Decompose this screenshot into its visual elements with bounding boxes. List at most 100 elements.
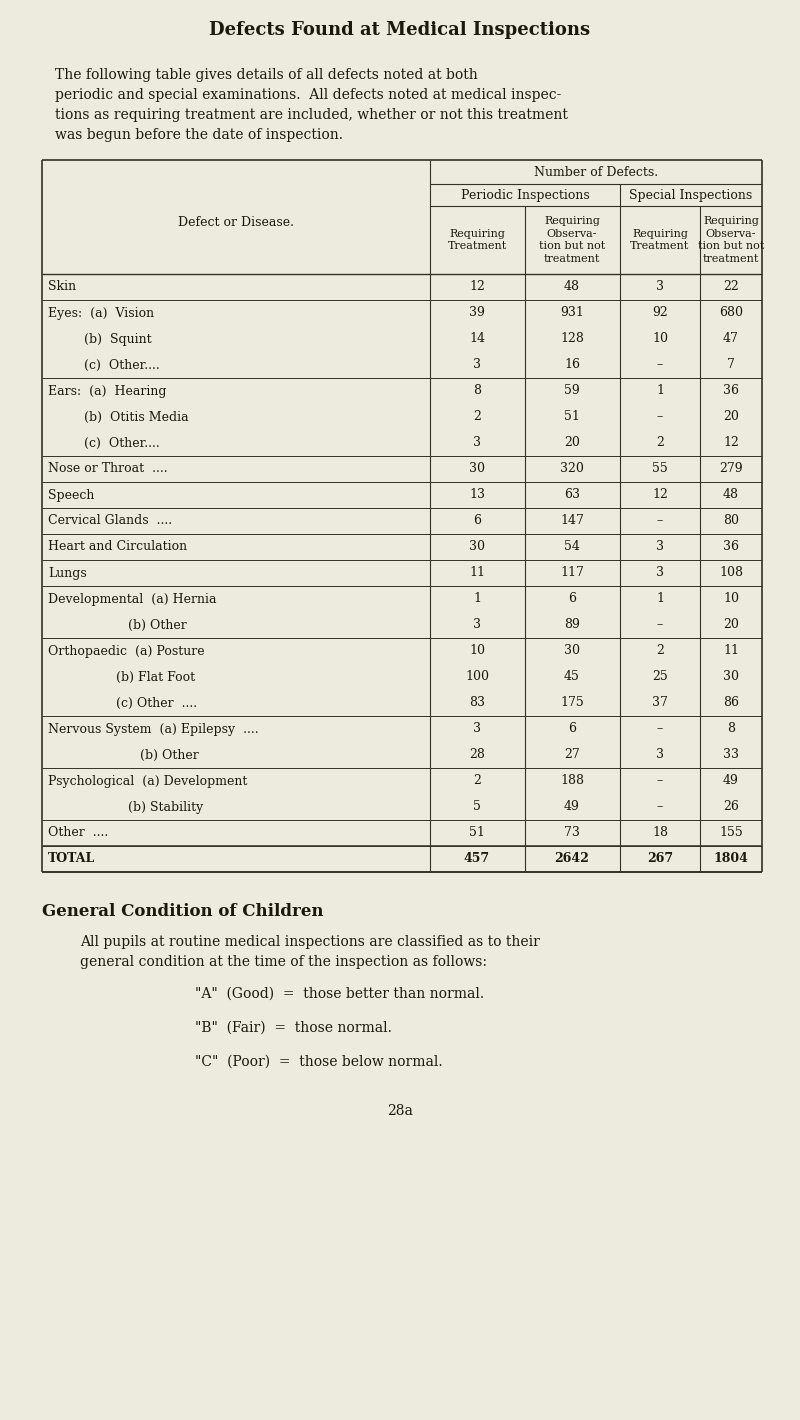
Text: 27: 27 xyxy=(564,748,580,761)
Text: 10: 10 xyxy=(652,332,668,345)
Text: Developmental  (a) Hernia: Developmental (a) Hernia xyxy=(48,592,217,605)
Text: Nervous System  (a) Epilepsy  ....: Nervous System (a) Epilepsy .... xyxy=(48,723,258,736)
Text: –: – xyxy=(657,358,663,372)
Text: 279: 279 xyxy=(719,463,743,476)
Text: 8: 8 xyxy=(473,385,481,398)
Text: 16: 16 xyxy=(564,358,580,372)
Text: –: – xyxy=(657,774,663,788)
Text: 37: 37 xyxy=(652,696,668,710)
Text: (c) Other  ....: (c) Other .... xyxy=(48,696,197,710)
Text: "C"  (Poor)  =  those below normal.: "C" (Poor) = those below normal. xyxy=(195,1055,442,1069)
Text: 12: 12 xyxy=(469,281,485,294)
Text: 6: 6 xyxy=(568,723,576,736)
Text: (b) Stability: (b) Stability xyxy=(48,801,203,814)
Text: –: – xyxy=(657,619,663,632)
Text: Orthopaedic  (a) Posture: Orthopaedic (a) Posture xyxy=(48,645,205,657)
Text: 931: 931 xyxy=(560,307,584,320)
Text: General Condition of Children: General Condition of Children xyxy=(42,903,323,920)
Text: (b)  Squint: (b) Squint xyxy=(48,332,152,345)
Text: Cervical Glands  ....: Cervical Glands .... xyxy=(48,514,172,527)
Text: 7: 7 xyxy=(727,358,735,372)
Text: TOTAL: TOTAL xyxy=(48,852,95,866)
Text: 320: 320 xyxy=(560,463,584,476)
Text: 30: 30 xyxy=(469,541,485,554)
Text: 20: 20 xyxy=(723,410,739,423)
Text: "B"  (Fair)  =  those normal.: "B" (Fair) = those normal. xyxy=(195,1021,392,1035)
Text: 3: 3 xyxy=(656,541,664,554)
Text: 12: 12 xyxy=(652,488,668,501)
Text: 100: 100 xyxy=(465,670,489,683)
Text: 680: 680 xyxy=(719,307,743,320)
Text: –: – xyxy=(657,410,663,423)
Text: 30: 30 xyxy=(469,463,485,476)
Text: 155: 155 xyxy=(719,826,743,839)
Text: 18: 18 xyxy=(652,826,668,839)
Text: 14: 14 xyxy=(469,332,485,345)
Text: –: – xyxy=(657,514,663,527)
Text: 92: 92 xyxy=(652,307,668,320)
Text: 147: 147 xyxy=(560,514,584,527)
Text: 3: 3 xyxy=(473,436,481,450)
Text: Ears:  (a)  Hearing: Ears: (a) Hearing xyxy=(48,385,166,398)
Text: 108: 108 xyxy=(719,567,743,579)
Text: (b) Other: (b) Other xyxy=(48,619,186,632)
Text: 59: 59 xyxy=(564,385,580,398)
Text: Psychological  (a) Development: Psychological (a) Development xyxy=(48,774,247,788)
Text: 28a: 28a xyxy=(387,1103,413,1118)
Text: 51: 51 xyxy=(564,410,580,423)
Text: 6: 6 xyxy=(568,592,576,605)
Text: 49: 49 xyxy=(723,774,739,788)
Text: 2: 2 xyxy=(656,645,664,657)
Text: 2: 2 xyxy=(656,436,664,450)
Text: 63: 63 xyxy=(564,488,580,501)
Text: 2: 2 xyxy=(473,410,481,423)
Text: The following table gives details of all defects noted at both: The following table gives details of all… xyxy=(55,68,478,82)
Text: 28: 28 xyxy=(469,748,485,761)
Text: (b) Other: (b) Other xyxy=(48,748,198,761)
Text: Periodic Inspections: Periodic Inspections xyxy=(461,189,590,202)
Text: 117: 117 xyxy=(560,567,584,579)
Text: 5: 5 xyxy=(473,801,481,814)
Text: Requiring
Treatment: Requiring Treatment xyxy=(447,229,506,251)
Text: 128: 128 xyxy=(560,332,584,345)
Text: 26: 26 xyxy=(723,801,739,814)
Text: 22: 22 xyxy=(723,281,739,294)
Text: 10: 10 xyxy=(469,645,485,657)
Text: 1804: 1804 xyxy=(714,852,749,866)
Text: 54: 54 xyxy=(564,541,580,554)
Text: 3: 3 xyxy=(473,619,481,632)
Text: 36: 36 xyxy=(723,385,739,398)
Text: 51: 51 xyxy=(469,826,485,839)
Text: 55: 55 xyxy=(652,463,668,476)
Text: 12: 12 xyxy=(723,436,739,450)
Text: Number of Defects.: Number of Defects. xyxy=(534,166,658,179)
Text: 267: 267 xyxy=(647,852,673,866)
Text: 89: 89 xyxy=(564,619,580,632)
Text: 3: 3 xyxy=(473,723,481,736)
Text: Defect or Disease.: Defect or Disease. xyxy=(178,216,294,230)
Text: 11: 11 xyxy=(469,567,485,579)
Text: 39: 39 xyxy=(469,307,485,320)
Text: Skin: Skin xyxy=(48,281,76,294)
Text: 6: 6 xyxy=(473,514,481,527)
Text: 175: 175 xyxy=(560,696,584,710)
Text: 8: 8 xyxy=(727,723,735,736)
Text: Nose or Throat  ....: Nose or Throat .... xyxy=(48,463,168,476)
Text: Heart and Circulation: Heart and Circulation xyxy=(48,541,187,554)
Text: 48: 48 xyxy=(723,488,739,501)
Text: 3: 3 xyxy=(473,358,481,372)
Text: 2642: 2642 xyxy=(554,852,590,866)
Text: 188: 188 xyxy=(560,774,584,788)
Text: Lungs: Lungs xyxy=(48,567,86,579)
Text: (b) Flat Foot: (b) Flat Foot xyxy=(48,670,195,683)
Text: Speech: Speech xyxy=(48,488,94,501)
Text: 1: 1 xyxy=(473,592,481,605)
Text: Other  ....: Other .... xyxy=(48,826,108,839)
Text: 45: 45 xyxy=(564,670,580,683)
Text: was begun before the date of inspection.: was begun before the date of inspection. xyxy=(55,128,343,142)
Text: 73: 73 xyxy=(564,826,580,839)
Text: 86: 86 xyxy=(723,696,739,710)
Text: 2: 2 xyxy=(473,774,481,788)
Text: 30: 30 xyxy=(723,670,739,683)
Text: 3: 3 xyxy=(656,281,664,294)
